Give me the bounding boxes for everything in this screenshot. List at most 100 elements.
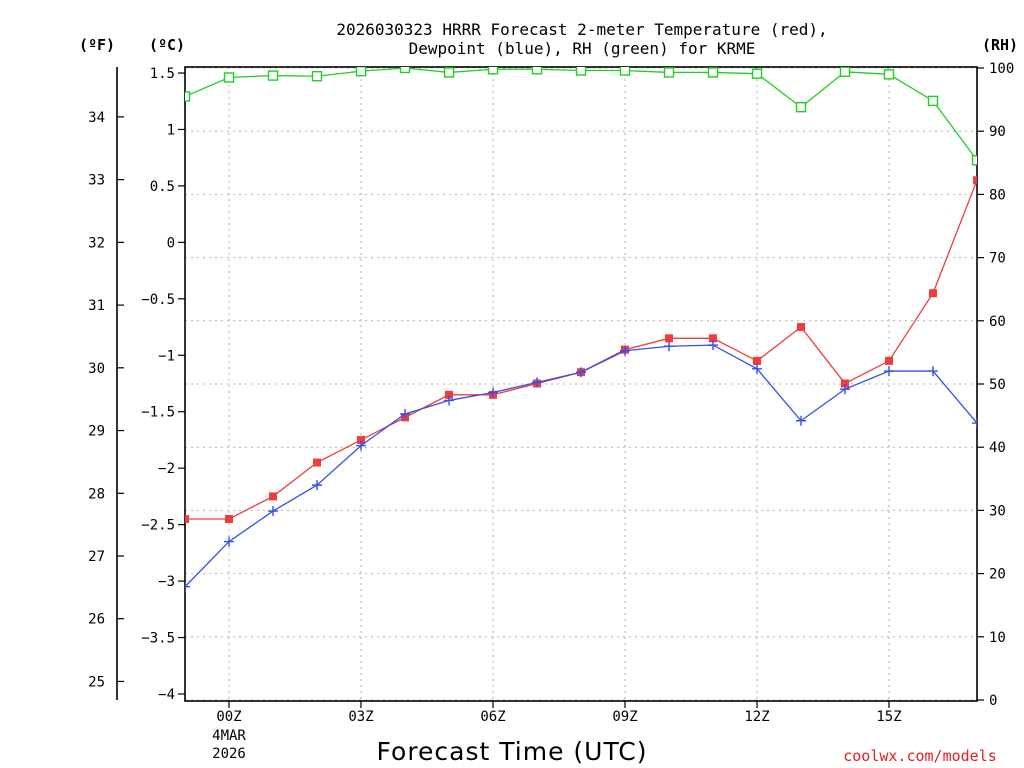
rh-point <box>927 95 939 107</box>
rh-point <box>311 71 323 82</box>
chart-title: 2026030323 HRRR Forecast 2-meter Tempera… <box>336 20 827 39</box>
celsius-tick-label: −1.5 <box>141 405 175 421</box>
dewpoint-point <box>664 341 674 352</box>
rh-point <box>795 101 807 113</box>
rh-point <box>663 67 675 78</box>
dewpoint-point <box>268 506 278 517</box>
dewpoint-point <box>488 387 498 398</box>
data-series <box>185 67 977 592</box>
temperature-point <box>269 492 277 501</box>
gridlines <box>185 67 977 701</box>
celsius-tick-label: −3 <box>158 574 175 590</box>
dewpoint-point <box>796 415 806 426</box>
dewpoint-point <box>224 536 234 547</box>
rh-point <box>575 67 587 76</box>
x-tick-label: 00Z <box>216 709 241 725</box>
rh-point <box>223 72 235 83</box>
rh-unit-label: (RH) <box>982 36 1018 54</box>
dewpoint-point <box>444 395 454 406</box>
fahrenheit-tick-label: 33 <box>88 173 105 189</box>
x-tick-date-label: 4MAR <box>212 728 246 744</box>
temperature-line <box>185 180 977 520</box>
temperature-point <box>225 514 233 523</box>
rh-tick-label: 60 <box>989 314 1006 330</box>
temperature-point <box>797 323 805 332</box>
x-tick-label: 12Z <box>744 709 769 725</box>
dewpoint-point <box>840 384 850 395</box>
x-tick-label: 15Z <box>876 709 901 725</box>
dewpoint-point <box>752 363 762 374</box>
x-tick-label: 06Z <box>480 709 505 725</box>
fahrenheit-tick-label: 28 <box>88 486 105 502</box>
temperature-point <box>841 379 849 388</box>
rh-tick-label: 20 <box>989 567 1006 583</box>
dewpoint-point <box>576 367 586 378</box>
rh-point <box>487 67 499 75</box>
temperature-point <box>445 390 453 399</box>
rh-point <box>971 155 977 166</box>
celsius-tick-label: 1.5 <box>150 66 175 82</box>
celsius-unit-label: (ºC) <box>149 36 185 54</box>
rh-line <box>185 67 977 161</box>
celsius-tick-label: 0 <box>167 235 175 251</box>
temperature-point <box>665 334 673 343</box>
x-tick-label: 09Z <box>612 709 637 725</box>
dewpoint-point <box>620 345 630 356</box>
rh-tick-label: 80 <box>989 187 1006 203</box>
rh-point <box>883 69 895 80</box>
temperature-point <box>357 435 365 444</box>
dewpoint-point <box>312 480 322 491</box>
dewpoint-point <box>400 408 410 419</box>
temperature-point <box>185 514 189 523</box>
rh-tick-label: 40 <box>989 440 1006 456</box>
temperature-point <box>929 289 937 298</box>
dewpoint-point <box>185 581 190 592</box>
celsius-tick-label: −2 <box>158 461 175 477</box>
rh-point <box>185 91 191 102</box>
x-tick-labels: 00Z 4MAR 2026 03Z 06Z 09Z 12Z 15Z <box>212 709 902 762</box>
dewpoint-point <box>356 440 366 451</box>
dewpoint-point <box>884 366 894 377</box>
fahrenheit-tick-label: 31 <box>88 298 105 314</box>
rh-tick-label: 90 <box>989 124 1006 140</box>
temperature-point <box>709 334 717 343</box>
dewpoint-line <box>185 344 977 588</box>
celsius-tick-label: 0.5 <box>150 179 175 195</box>
fahrenheit-tick-label: 27 <box>88 549 105 565</box>
temperature-point <box>313 458 321 467</box>
credit-text: coolwx.com/models <box>843 747 997 765</box>
celsius-tick-label: −4 <box>158 687 175 703</box>
celsius-tick-label: −2.5 <box>141 518 175 534</box>
dewpoint-point <box>532 377 542 388</box>
celsius-tick-label: −0.5 <box>141 292 175 308</box>
x-tick-label: 03Z <box>348 709 373 725</box>
fahrenheit-tick-label: 30 <box>88 361 105 377</box>
rh-tick-label: 70 <box>989 251 1006 267</box>
dewpoint-point <box>708 340 718 351</box>
dewpoint-point <box>928 366 938 377</box>
rh-point <box>619 67 631 76</box>
y-tick-labels: 1.5 1 0.5 0 −0.5 −1 −1.5 −2 −2.5 −3 −3.5 −4 34 33 32 31… <box>88 61 1014 709</box>
rh-tick-label: 50 <box>989 377 1006 393</box>
rh-point <box>707 67 719 78</box>
axes <box>116 66 984 708</box>
rh-tick-label: 10 <box>989 630 1006 646</box>
fahrenheit-tick-label: 34 <box>88 110 105 126</box>
rh-point <box>531 67 543 75</box>
fahrenheit-tick-label: 25 <box>88 674 105 690</box>
fahrenheit-tick-label: 26 <box>88 612 105 628</box>
temperature-point <box>885 356 893 365</box>
fahrenheit-unit-label: (ºF) <box>79 36 115 54</box>
rh-point <box>443 67 455 78</box>
rh-tick-label: 0 <box>989 693 997 709</box>
dewpoint-point <box>972 418 977 429</box>
rh-point <box>355 67 367 77</box>
rh-tick-label: 30 <box>989 503 1006 519</box>
rh-point <box>839 67 851 77</box>
rh-point <box>267 70 279 81</box>
celsius-tick-label: 1 <box>167 122 175 138</box>
rh-point <box>399 67 411 74</box>
chart-subtitle: Dewpoint (blue), RH (green) for KRME <box>409 39 756 58</box>
rh-tick-label: 100 <box>989 61 1014 77</box>
